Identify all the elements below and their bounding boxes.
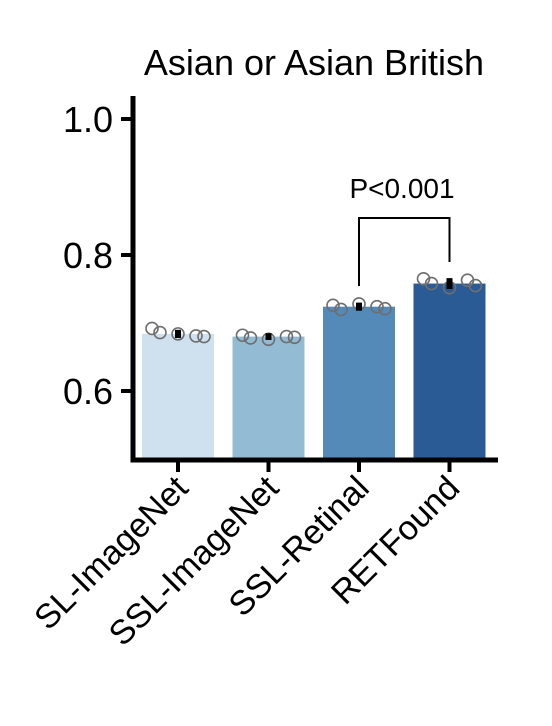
data-point — [424, 276, 439, 291]
data-point — [378, 301, 392, 316]
chart-title: Asian or Asian British — [144, 42, 484, 83]
bars-group — [142, 283, 486, 460]
data-point — [189, 329, 203, 343]
data-point — [197, 329, 211, 344]
y-tick-label: 1.0 — [63, 99, 113, 140]
data-point — [235, 328, 250, 343]
data-point — [370, 299, 384, 314]
x-tick-label: SL-ImageNet — [27, 468, 196, 637]
bar-retfound — [413, 283, 486, 460]
data-point — [468, 278, 483, 293]
p-value-label: P<0.001 — [349, 173, 454, 204]
significance-bracket — [358, 217, 451, 286]
bar-sl-imagenet — [142, 333, 214, 460]
data-point — [243, 331, 258, 345]
data-point — [145, 321, 159, 336]
error-bars-group — [175, 278, 453, 340]
axes-group — [130, 96, 498, 463]
data-point — [171, 327, 185, 341]
data-point — [287, 330, 302, 345]
y-tick-label: 0.8 — [63, 235, 113, 276]
data-point — [334, 302, 348, 317]
points-group — [145, 271, 483, 347]
bar-ssl-retinal — [323, 306, 395, 460]
data-point — [326, 298, 340, 313]
data-point — [416, 271, 431, 286]
data-point — [153, 325, 167, 340]
bar-ssl-imagenet — [232, 336, 305, 460]
significance-annotation: P<0.001 — [349, 173, 455, 286]
data-point — [279, 329, 294, 344]
y-tick-label: 0.6 — [63, 371, 113, 412]
